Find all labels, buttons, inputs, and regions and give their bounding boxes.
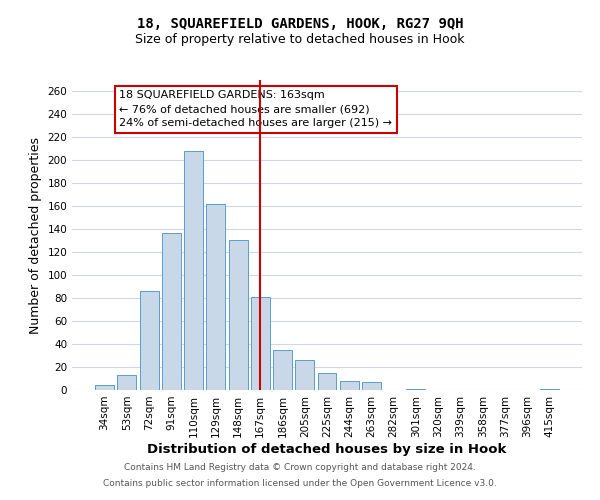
Bar	[295, 360, 314, 390]
Text: Contains HM Land Registry data © Crown copyright and database right 2024.: Contains HM Land Registry data © Crown c…	[124, 464, 476, 472]
Bar	[362, 382, 381, 390]
Bar	[340, 381, 359, 390]
Bar	[118, 375, 136, 390]
Bar	[317, 373, 337, 390]
Bar	[273, 350, 292, 390]
Bar	[406, 389, 425, 390]
Text: 18 SQUAREFIELD GARDENS: 163sqm
← 76% of detached houses are smaller (692)
24% of: 18 SQUAREFIELD GARDENS: 163sqm ← 76% of …	[119, 90, 392, 128]
X-axis label: Distribution of detached houses by size in Hook: Distribution of detached houses by size …	[148, 442, 506, 456]
Bar	[206, 204, 225, 390]
Text: Contains public sector information licensed under the Open Government Licence v3: Contains public sector information licen…	[103, 478, 497, 488]
Bar	[251, 297, 270, 390]
Y-axis label: Number of detached properties: Number of detached properties	[29, 136, 42, 334]
Text: Size of property relative to detached houses in Hook: Size of property relative to detached ho…	[135, 32, 465, 46]
Bar	[95, 386, 114, 390]
Bar	[229, 240, 248, 390]
Bar	[140, 292, 158, 390]
Text: 18, SQUAREFIELD GARDENS, HOOK, RG27 9QH: 18, SQUAREFIELD GARDENS, HOOK, RG27 9QH	[137, 18, 463, 32]
Bar	[162, 232, 181, 390]
Bar	[184, 151, 203, 390]
Bar	[540, 389, 559, 390]
